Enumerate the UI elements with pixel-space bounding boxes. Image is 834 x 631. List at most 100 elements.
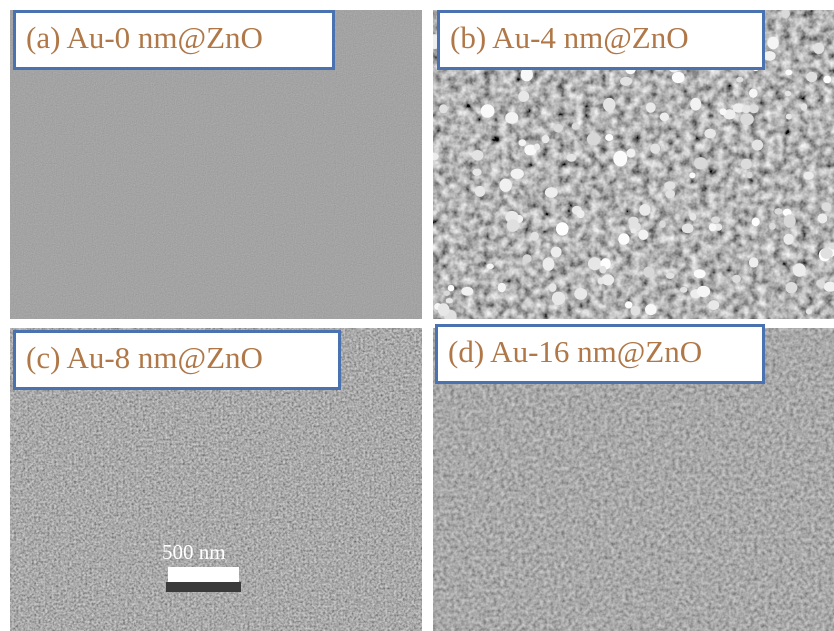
au-particle	[785, 282, 798, 294]
au-particle	[605, 134, 614, 141]
au-particle	[740, 113, 754, 126]
au-particle	[587, 257, 602, 271]
au-particle	[518, 139, 527, 147]
au-particle	[708, 300, 720, 311]
au-particle	[639, 204, 651, 216]
au-particle	[690, 97, 702, 111]
au-particle	[630, 228, 637, 234]
au-particle	[599, 265, 607, 274]
au-particle	[480, 104, 495, 118]
au-particle	[774, 208, 783, 215]
au-particle	[548, 283, 557, 292]
au-particle	[518, 90, 530, 102]
au-particle	[719, 108, 727, 116]
scale-bar-shadow	[166, 582, 241, 592]
au-particle	[443, 290, 450, 297]
au-particle	[566, 153, 577, 162]
au-particle	[571, 122, 580, 130]
au-particle	[689, 213, 697, 221]
au-particle	[550, 246, 562, 258]
panel-label-b: (b) Au-4 nm@ZnO	[437, 10, 765, 70]
au-particle	[659, 220, 666, 228]
au-particle	[542, 257, 555, 271]
au-particle	[601, 274, 615, 286]
au-particle	[829, 242, 834, 250]
au-particle	[708, 223, 717, 232]
au-particle	[785, 69, 793, 76]
au-particle	[486, 263, 494, 270]
au-particle	[749, 88, 758, 98]
au-particle	[751, 217, 760, 227]
au-particle	[732, 274, 741, 284]
au-particle	[704, 128, 716, 139]
au-particle	[645, 304, 657, 316]
au-particle	[472, 168, 482, 176]
au-particle	[530, 231, 539, 241]
au-particle	[784, 90, 792, 97]
au-particle	[783, 214, 796, 228]
au-particle	[736, 76, 744, 83]
au-particle	[748, 257, 759, 268]
au-particle	[751, 139, 764, 151]
au-particle	[556, 222, 569, 236]
au-particle	[803, 171, 814, 180]
au-particle	[680, 286, 688, 293]
panel-label-c: (c) Au-8 nm@ZnO	[13, 330, 341, 390]
au-particle	[781, 10, 790, 19]
au-particle	[618, 233, 630, 245]
au-particle	[541, 135, 550, 144]
au-particle	[613, 150, 628, 167]
au-particle	[433, 152, 439, 161]
au-particle	[823, 281, 834, 292]
au-particle	[666, 272, 675, 279]
au-particle	[805, 308, 812, 315]
au-particle	[816, 279, 826, 288]
au-particle	[638, 229, 649, 240]
au-particle	[620, 76, 633, 86]
au-particle	[740, 158, 752, 170]
au-particle	[506, 219, 520, 232]
au-particle	[817, 213, 828, 224]
au-particle	[741, 105, 751, 114]
au-particle	[437, 303, 450, 316]
au-particle	[574, 288, 588, 300]
au-particle	[767, 36, 779, 50]
au-particle	[711, 216, 721, 224]
au-particle	[461, 286, 474, 296]
au-particle	[689, 172, 696, 179]
au-particle	[643, 266, 655, 278]
au-particle	[820, 247, 833, 259]
au-particle	[439, 104, 448, 114]
au-particle	[813, 42, 825, 55]
au-particle	[544, 187, 558, 198]
au-particle	[576, 209, 585, 219]
au-particle	[664, 181, 676, 191]
au-particle	[650, 143, 661, 154]
au-particle	[628, 216, 639, 226]
panel-label-d: (d) Au-16 nm@ZnO	[435, 324, 765, 384]
au-particle	[553, 123, 563, 133]
au-particle	[510, 168, 524, 179]
au-particle	[474, 185, 486, 197]
au-particle	[603, 97, 616, 112]
au-particle	[659, 112, 670, 122]
au-particle	[505, 112, 519, 124]
au-particle	[748, 104, 759, 114]
au-particle	[533, 143, 541, 151]
au-particle	[782, 208, 792, 217]
au-particle	[497, 282, 506, 293]
au-particle	[671, 71, 685, 84]
au-particle	[821, 202, 832, 212]
au-particle	[823, 75, 832, 84]
au-particle	[800, 103, 808, 111]
au-particle	[763, 51, 776, 61]
au-particle	[792, 263, 806, 277]
au-particle	[445, 298, 453, 304]
au-particle	[645, 102, 656, 113]
au-particle	[624, 301, 633, 309]
au-particle	[471, 150, 484, 161]
au-particle	[783, 233, 794, 245]
au-particle	[806, 71, 818, 83]
au-particle	[693, 269, 706, 279]
au-particle	[630, 305, 641, 316]
